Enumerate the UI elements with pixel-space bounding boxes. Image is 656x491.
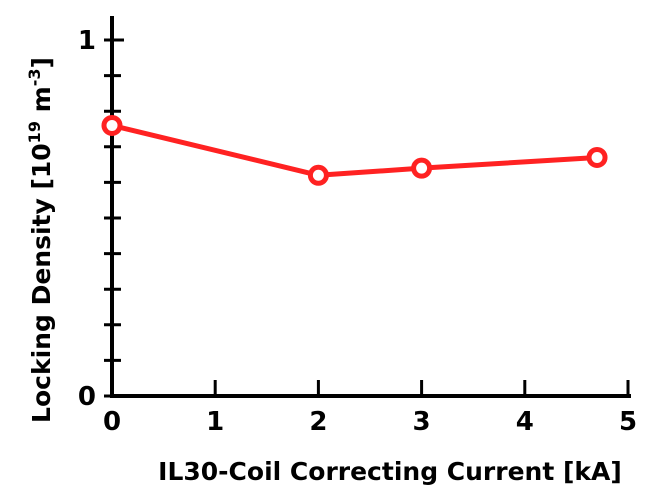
- x-tick-label: 3: [413, 407, 431, 437]
- data-point: [101, 114, 123, 136]
- data-point: [307, 164, 329, 186]
- x-tick-label: 0: [103, 407, 121, 437]
- y-axis-label-main: Locking Density [10: [27, 143, 56, 423]
- series-layer: [101, 114, 608, 186]
- axes: [110, 16, 631, 398]
- x-tick-label: 4: [516, 407, 534, 437]
- y-tick-label: 1: [78, 26, 96, 56]
- x-tick-label: 1: [206, 407, 224, 437]
- y-axis-label-unit: m: [27, 86, 56, 121]
- x-axis-label: IL30-Coil Correcting Current [kA]: [158, 457, 622, 486]
- y-axis-label-exp: 19: [25, 121, 44, 143]
- y-axis-label-close: ]: [27, 57, 56, 68]
- data-point: [411, 157, 433, 179]
- y-axis-label: Locking Density [1019 m-3]: [25, 57, 56, 423]
- data-point: [586, 146, 608, 168]
- y-axis-label-unit-exp: -3: [25, 68, 44, 86]
- ticks: [104, 38, 630, 398]
- tick-labels: 0 1 2 3 4 5 0 1: [78, 26, 637, 437]
- x-tick-label: 2: [309, 407, 327, 437]
- series-line: [111, 123, 598, 178]
- y-tick-label: 0: [78, 382, 96, 412]
- x-tick-label: 5: [619, 407, 637, 437]
